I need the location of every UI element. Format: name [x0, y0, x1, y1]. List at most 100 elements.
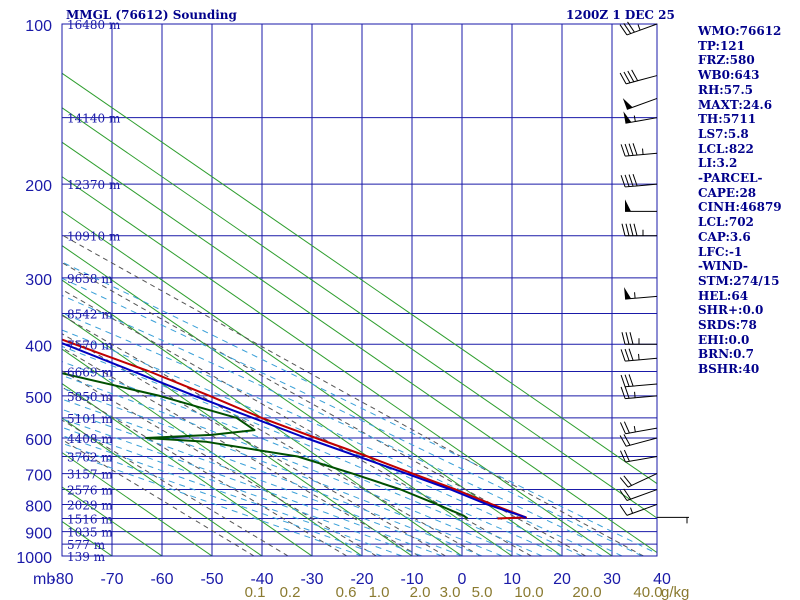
barb-staff: [625, 357, 658, 362]
wind-barb: [657, 516, 689, 524]
wind-barb-column: [619, 21, 689, 524]
height-label: 1516 m: [67, 512, 113, 526]
barb-flag: [628, 348, 634, 361]
isotherm: [62, 382, 313, 556]
wind-barb: [620, 374, 658, 388]
mixing-ratio-label: 5.0: [472, 584, 493, 600]
barb-half-flag: [633, 115, 636, 122]
mixing-ratio-label: 3.0: [440, 584, 461, 600]
stat-line: MAXT:24.6: [698, 97, 773, 112]
temperature-label: -30: [300, 571, 323, 588]
wind-barb: [619, 21, 658, 36]
barb-half-flag: [633, 425, 636, 433]
moist-adiabat: [62, 418, 443, 556]
isotherm: [62, 141, 657, 554]
stat-line: EHI:0.0: [698, 332, 750, 347]
stat-line: TP:121: [698, 38, 746, 53]
temperature-label: 0: [458, 571, 467, 588]
plot-border: [61, 23, 658, 557]
stat-line: CINH:46879: [698, 200, 782, 215]
barb-flag: [624, 348, 630, 361]
stat-line: -WIND-: [698, 259, 748, 274]
height-label: 10910 m: [67, 230, 121, 244]
barb-staff: [625, 455, 658, 463]
barb-staff: [625, 395, 658, 400]
wind-barb: [622, 97, 658, 110]
barb-flag: [623, 449, 630, 462]
barb-flag: [620, 175, 626, 188]
mixing-ratio-label: 1.0: [369, 584, 390, 600]
barb-flag: [620, 144, 626, 157]
pressure-label: 400: [25, 338, 52, 355]
isotherm: [62, 107, 657, 519]
barb-staff: [625, 75, 658, 85]
stat-line: BSHR:40: [698, 362, 760, 377]
barb-flag: [619, 435, 627, 447]
moist-adiabat: [62, 387, 503, 556]
mixing-ratio-line: [62, 347, 420, 556]
moist-adiabat: [62, 374, 523, 556]
stat-line: LCL:702: [698, 215, 754, 230]
barb-flag: [633, 223, 638, 236]
stat-line: LCL:822: [698, 141, 754, 156]
pressure-label: 600: [25, 432, 52, 449]
height-label: 7570 m: [67, 338, 113, 352]
barb-half-flag: [637, 24, 641, 31]
stats-panel: WMO:76612 TP:121 FRZ:580 WB0:643 RH:57.5 MAXT…: [698, 24, 782, 377]
height-label: 8542 m: [67, 307, 113, 321]
mixing-ratio-line: [62, 438, 255, 556]
barb-flag: [629, 332, 634, 345]
barb-half-flag: [634, 391, 636, 398]
wind-barb: [620, 174, 658, 188]
barb-staff: [625, 152, 658, 157]
stat-line: LS7:5.8: [698, 126, 749, 141]
pressure-label: 200: [25, 178, 52, 195]
stat-line: HEL:64: [698, 288, 749, 303]
stat-line: LFC:-1: [698, 244, 743, 259]
pressure-label: 1000: [16, 550, 52, 567]
barb-flag: [627, 21, 635, 33]
mixing-ratio-label: 0.1: [245, 584, 266, 600]
isotherm: [0, 0, 28, 567]
stat-line: CAPE:28: [698, 185, 757, 200]
height-label: 5850 m: [67, 390, 113, 404]
mixing-ratio-line: [62, 370, 377, 556]
moist-adiabat: [62, 294, 623, 556]
barb-flag: [619, 477, 629, 488]
barb-flag: [619, 450, 626, 463]
wind-barb: [619, 421, 658, 435]
stat-line: FRZ:580: [698, 53, 755, 68]
mixing-ratio-label: 0.2: [280, 584, 301, 600]
mixing-ratio-label: 20.0: [572, 584, 601, 600]
moist-adiabat: [62, 261, 657, 555]
barb-flag: [632, 174, 638, 187]
barb-flag: [623, 23, 632, 34]
mixing-ratio-label: 0.6: [336, 584, 357, 600]
moist-adiabat: [62, 277, 643, 556]
pressure-label: 700: [25, 468, 52, 485]
wind-barb: [625, 199, 657, 212]
barb-flag: [619, 24, 628, 36]
temperature-label: -50: [200, 571, 223, 588]
barb-pennant: [624, 287, 632, 300]
height-label: 9658 m: [67, 272, 113, 286]
barb-staff: [625, 295, 658, 300]
station-title: MMGL (76612) Sounding: [66, 8, 237, 22]
isotherm: [62, 417, 263, 556]
barb-pennant: [625, 199, 631, 212]
height-label: 2576 m: [67, 484, 113, 498]
barb-flag: [620, 374, 626, 387]
barb-half-flag: [638, 353, 640, 360]
stat-line: -PARCEL-: [698, 171, 763, 186]
barb-flag: [628, 174, 634, 187]
barb-flag: [623, 71, 631, 84]
height-label: 14140 m: [67, 112, 121, 126]
temperature-label: 40: [653, 571, 671, 588]
stat-line: LI:3.2: [698, 156, 738, 171]
height-label: 3762 m: [67, 450, 113, 464]
wind-barb: [619, 434, 658, 447]
barb-flag: [619, 422, 626, 434]
pressure-label: 500: [25, 390, 52, 407]
sounding-datetime: 1200Z 1 DEC 25: [566, 8, 675, 22]
